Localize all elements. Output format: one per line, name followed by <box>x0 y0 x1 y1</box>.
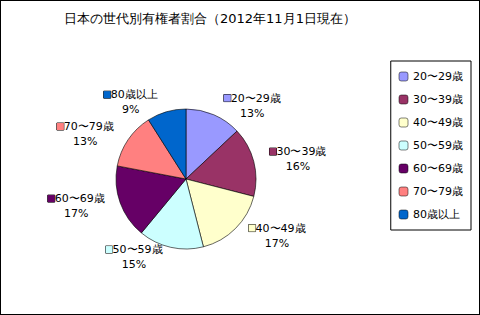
svg-text:80歳以上: 80歳以上 <box>111 88 158 101</box>
svg-text:80歳以上: 80歳以上 <box>413 208 460 221</box>
svg-text:20〜29歳: 20〜29歳 <box>231 92 281 105</box>
svg-text:50〜59歳: 50〜59歳 <box>113 243 163 256</box>
svg-text:60〜69歳: 60〜69歳 <box>55 192 105 205</box>
svg-text:70〜79歳: 70〜79歳 <box>64 120 114 133</box>
svg-text:60〜69歳: 60〜69歳 <box>413 162 463 175</box>
svg-text:17%: 17% <box>265 237 289 250</box>
svg-text:40〜49歳: 40〜49歳 <box>256 222 306 235</box>
svg-text:13%: 13% <box>73 135 97 148</box>
svg-text:17%: 17% <box>64 207 88 220</box>
svg-text:13%: 13% <box>240 107 264 120</box>
svg-text:30〜39歳: 30〜39歳 <box>413 93 463 106</box>
svg-text:9%: 9% <box>122 103 139 116</box>
svg-text:16%: 16% <box>286 160 310 173</box>
svg-text:15%: 15% <box>122 258 146 271</box>
svg-text:50〜59歳: 50〜59歳 <box>413 139 463 152</box>
svg-text:日本の世代別有権者割合（2012年11月1日現在）: 日本の世代別有権者割合（2012年11月1日現在） <box>64 11 356 26</box>
svg-text:20〜29歳: 20〜29歳 <box>413 70 463 83</box>
svg-text:30〜39歳: 30〜39歳 <box>276 145 326 158</box>
svg-text:40〜49歳: 40〜49歳 <box>413 116 463 129</box>
svg-text:70〜79歳: 70〜79歳 <box>413 185 463 198</box>
